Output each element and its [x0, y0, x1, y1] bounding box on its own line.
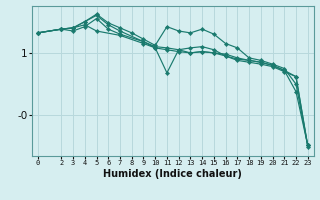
X-axis label: Humidex (Indice chaleur): Humidex (Indice chaleur) [103, 169, 242, 179]
